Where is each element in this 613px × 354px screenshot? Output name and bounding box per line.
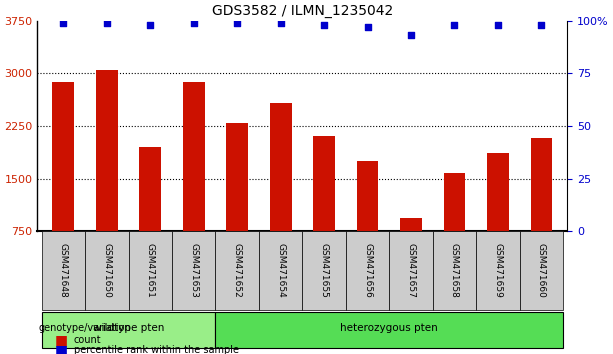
Bar bbox=[313, 137, 335, 284]
Point bbox=[58, 20, 68, 25]
Point bbox=[319, 22, 329, 28]
Text: GSM471648: GSM471648 bbox=[59, 243, 68, 298]
Bar bbox=[53, 82, 74, 284]
FancyBboxPatch shape bbox=[129, 231, 172, 310]
FancyBboxPatch shape bbox=[476, 231, 520, 310]
Point bbox=[102, 20, 112, 25]
Text: GSM471658: GSM471658 bbox=[450, 243, 459, 298]
Text: heterozygous pten: heterozygous pten bbox=[340, 323, 438, 333]
Bar bbox=[139, 147, 161, 284]
Text: GSM471657: GSM471657 bbox=[406, 243, 416, 298]
Point bbox=[449, 22, 459, 28]
FancyBboxPatch shape bbox=[433, 231, 476, 310]
Point bbox=[276, 20, 286, 25]
Text: ■: ■ bbox=[55, 333, 68, 347]
Point bbox=[406, 33, 416, 38]
Bar bbox=[96, 70, 118, 284]
Text: GSM471650: GSM471650 bbox=[102, 243, 112, 298]
Text: GSM471659: GSM471659 bbox=[493, 243, 503, 298]
Text: GSM471654: GSM471654 bbox=[276, 243, 285, 298]
FancyBboxPatch shape bbox=[215, 312, 563, 348]
Bar bbox=[444, 173, 465, 284]
Text: GSM471653: GSM471653 bbox=[189, 243, 198, 298]
FancyBboxPatch shape bbox=[215, 231, 259, 310]
Title: GDS3582 / ILMN_1235042: GDS3582 / ILMN_1235042 bbox=[211, 4, 393, 18]
FancyBboxPatch shape bbox=[259, 231, 302, 310]
Bar bbox=[226, 123, 248, 284]
Text: percentile rank within the sample: percentile rank within the sample bbox=[74, 346, 238, 354]
Bar bbox=[183, 82, 205, 284]
Point bbox=[363, 24, 373, 30]
Point bbox=[536, 22, 546, 28]
FancyBboxPatch shape bbox=[302, 231, 346, 310]
Point bbox=[145, 22, 155, 28]
Point bbox=[232, 20, 242, 25]
FancyBboxPatch shape bbox=[42, 312, 215, 348]
Bar bbox=[530, 138, 552, 284]
Bar bbox=[487, 153, 509, 284]
FancyBboxPatch shape bbox=[389, 231, 433, 310]
Text: GSM471652: GSM471652 bbox=[233, 243, 242, 298]
Point bbox=[189, 20, 199, 25]
FancyBboxPatch shape bbox=[172, 231, 215, 310]
Text: GSM471660: GSM471660 bbox=[537, 243, 546, 298]
Point bbox=[493, 22, 503, 28]
Bar bbox=[400, 218, 422, 284]
Text: GSM471651: GSM471651 bbox=[146, 243, 154, 298]
FancyBboxPatch shape bbox=[85, 231, 129, 310]
FancyBboxPatch shape bbox=[520, 231, 563, 310]
Bar bbox=[270, 103, 292, 284]
Text: GSM471655: GSM471655 bbox=[319, 243, 329, 298]
FancyBboxPatch shape bbox=[42, 231, 85, 310]
FancyBboxPatch shape bbox=[346, 231, 389, 310]
Bar bbox=[357, 161, 378, 284]
Text: genotype/variation: genotype/variation bbox=[38, 323, 131, 333]
Text: GSM471656: GSM471656 bbox=[363, 243, 372, 298]
Text: ■: ■ bbox=[55, 343, 68, 354]
Text: count: count bbox=[74, 335, 101, 345]
Text: wildtype pten: wildtype pten bbox=[93, 323, 164, 333]
